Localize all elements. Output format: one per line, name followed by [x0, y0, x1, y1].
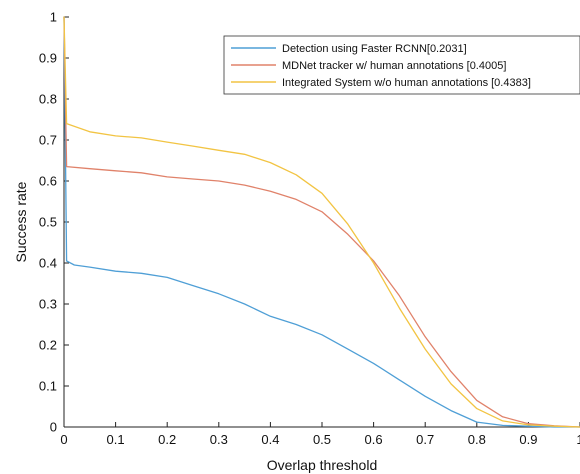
x-tick-label: 0.6: [365, 432, 383, 447]
y-tick-label: 0.2: [39, 338, 57, 353]
y-tick-label: 0.5: [39, 215, 57, 230]
y-tick-label: 1: [50, 10, 57, 25]
y-axis-label: Success rate: [13, 181, 29, 262]
y-tick-label: 0.4: [39, 256, 57, 271]
y-ticks: 0 0.1 0.2 0.3 0.4 0.5 0.6 0.7 0.8 0.9 1: [39, 10, 69, 435]
y-tick-label: 0.3: [39, 297, 57, 312]
y-tick-label: 0.1: [39, 379, 57, 394]
legend-label: Detection using Faster RCNN[0.2031]: [282, 43, 467, 55]
legend-label: Integrated System w/o human annotations …: [282, 77, 531, 89]
x-tick-label: 0.2: [158, 432, 176, 447]
y-tick-label: 0.8: [39, 92, 57, 107]
y-tick-label: 0.7: [39, 133, 57, 148]
x-tick-label: 1: [576, 432, 580, 447]
x-tick-label: 0.4: [261, 432, 279, 447]
x-tick-label: 0: [60, 432, 67, 447]
x-ticks: 0 0.1 0.2 0.3 0.4 0.5 0.6 0.7 0.8 0.9 1: [60, 422, 580, 447]
y-tick-label: 0.9: [39, 51, 57, 66]
series-line-1: [63, 16, 580, 428]
x-tick-label: 0.8: [468, 432, 486, 447]
legend-entries: Detection using Faster RCNN[0.2031] MDNet…: [231, 43, 531, 89]
x-axis-label: Overlap threshold: [267, 457, 378, 473]
series-line-3: [63, 16, 580, 428]
legend-label: MDNet tracker w/ human annotations [0.40…: [282, 60, 506, 72]
y-tick-label: 0: [50, 420, 57, 435]
x-tick-label: 0.3: [210, 432, 228, 447]
y-tick-label: 0.6: [39, 174, 57, 189]
x-tick-label: 0.7: [416, 432, 434, 447]
legend: Detection using Faster RCNN[0.2031] MDNet…: [223, 35, 580, 95]
x-tick-label: 0.1: [107, 432, 125, 447]
legend-box: [223, 35, 580, 95]
x-tick-label: 0.9: [519, 432, 537, 447]
x-tick-label: 0.5: [313, 432, 331, 447]
series-line-2: [63, 16, 580, 428]
series-lines: [63, 16, 580, 428]
